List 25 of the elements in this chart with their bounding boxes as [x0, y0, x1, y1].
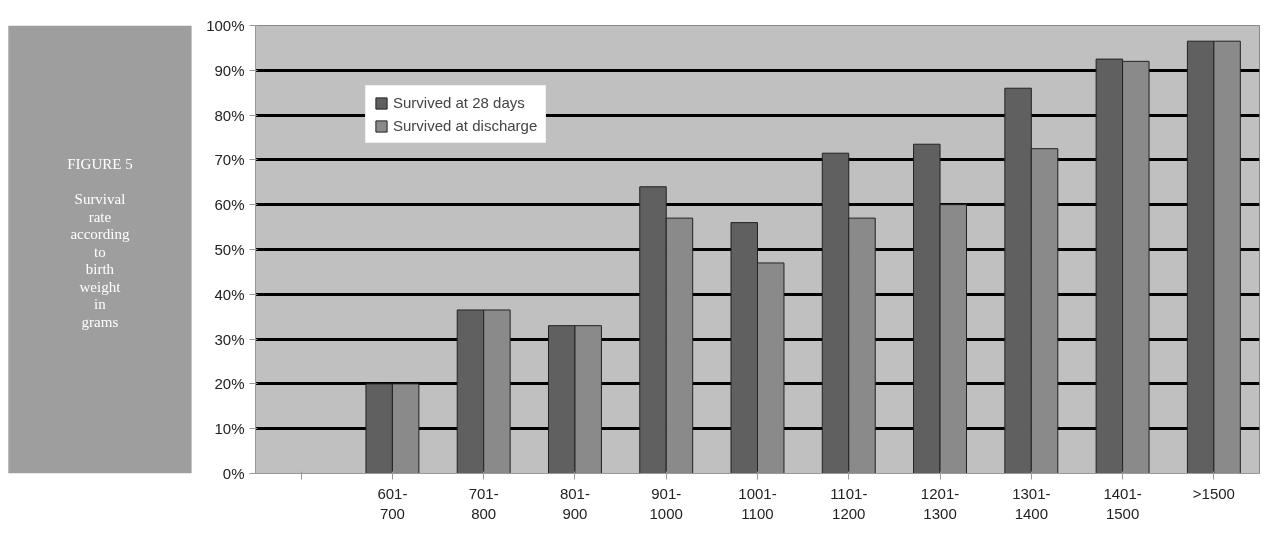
- y-tick-label: 60%: [214, 196, 245, 214]
- x-tick-label: >1500: [1192, 484, 1235, 502]
- y-tick-label: 0%: [222, 465, 245, 482]
- y-tick-label: 50%: [214, 241, 245, 258]
- x-tick-label: 801-900: [559, 484, 590, 522]
- text: FIGURE 5: [67, 156, 133, 173]
- x-tick-label: 1001-1100: [738, 484, 777, 522]
- legend-label: Survived at 28 days: [393, 94, 525, 111]
- x-tick-label: 901-1000: [649, 484, 683, 522]
- x-tick-label: 601-700: [377, 484, 408, 522]
- text: Survival rate according to birth weight in grams: [70, 191, 131, 330]
- x-tick-label: 1101-1200: [830, 484, 868, 522]
- x-tick-label: 1201-1300: [920, 484, 960, 522]
- x-tick-label: 1401-1500: [1103, 484, 1142, 522]
- y-tick-label: 90%: [214, 61, 245, 79]
- y-tick-label: 20%: [214, 375, 245, 393]
- y-tick-label: 30%: [214, 330, 245, 348]
- legend-label: Survived at discharge: [393, 117, 538, 134]
- y-tick-label: 40%: [214, 285, 245, 303]
- y-tick-label: 10%: [214, 420, 245, 438]
- x-tick-label: 701-800: [468, 484, 499, 522]
- x-tick-label: 1301-1400: [1012, 484, 1051, 522]
- y-tick-label: 80%: [214, 106, 245, 124]
- y-tick-label: 70%: [214, 151, 245, 169]
- y-tick-label: 100%: [206, 17, 245, 34]
